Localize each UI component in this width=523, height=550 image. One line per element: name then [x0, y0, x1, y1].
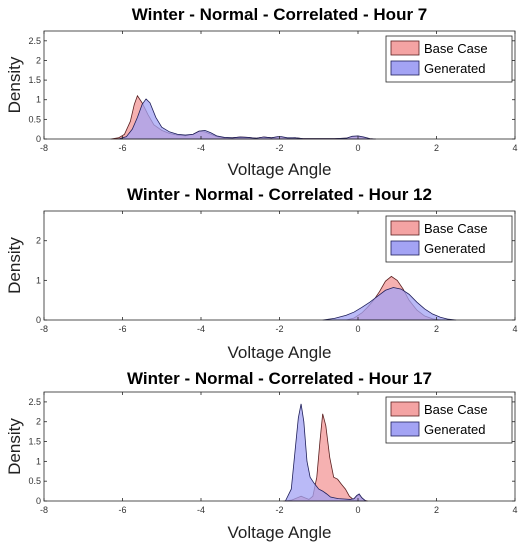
- x-tick-label: -4: [197, 143, 205, 153]
- y-axis-label: Density: [5, 418, 24, 475]
- legend-label: Generated: [424, 422, 485, 437]
- y-tick-label: 0: [36, 315, 41, 325]
- y-axis-label: Density: [5, 237, 24, 294]
- y-tick-label: 1: [36, 456, 41, 466]
- y-tick-label: 0: [36, 496, 41, 506]
- x-tick-label: 4: [512, 143, 517, 153]
- x-axis-label: Voltage Angle: [228, 523, 332, 542]
- legend-label: Base Case: [424, 41, 488, 56]
- series-area-generated: [322, 287, 457, 321]
- x-tick-label: 2: [434, 324, 439, 334]
- x-tick-label: -6: [118, 324, 126, 334]
- panel-hour-12: Winter - Normal - Correlated - Hour 12 -8…: [5, 185, 518, 362]
- legend-label: Base Case: [424, 221, 488, 236]
- legend-swatch-generated: [390, 60, 420, 76]
- x-tick-label: 2: [434, 143, 439, 153]
- y-tick-label: 0: [36, 134, 41, 144]
- x-tick-label: -4: [197, 505, 205, 515]
- legend-swatch-base-case: [390, 40, 420, 56]
- legend-swatch-generated: [390, 421, 420, 437]
- x-tick-label: -4: [197, 324, 205, 334]
- y-axis-label: Density: [5, 56, 24, 113]
- x-tick-label: 4: [512, 324, 517, 334]
- y-tick-label: 1.5: [28, 437, 41, 447]
- x-tick-label: 0: [355, 505, 360, 515]
- y-tick-label: 1: [36, 275, 41, 285]
- legend-label: Base Case: [424, 402, 488, 417]
- legend-swatch-generated: [390, 240, 420, 256]
- y-tick-label: 2.5: [28, 397, 41, 407]
- chart-title: Winter - Normal - Correlated - Hour 7: [132, 5, 428, 24]
- x-tick-label: 4: [512, 505, 517, 515]
- legend-label: Generated: [424, 241, 485, 256]
- x-tick-label: 0: [355, 324, 360, 334]
- x-tick-label: -6: [118, 143, 126, 153]
- chart-title: Winter - Normal - Correlated - Hour 12: [127, 185, 432, 204]
- legend-label: Generated: [424, 61, 485, 76]
- y-tick-label: 1.5: [28, 75, 41, 85]
- x-tick-label: -8: [40, 143, 48, 153]
- chart-title: Winter - Normal - Correlated - Hour 17: [127, 369, 432, 388]
- y-tick-label: 2: [36, 55, 41, 65]
- y-tick-label: 0.5: [28, 114, 41, 124]
- x-tick-label: -2: [275, 324, 283, 334]
- y-tick-label: 2.5: [28, 36, 41, 46]
- legend-swatch-base-case: [390, 401, 420, 417]
- y-tick-label: 1: [36, 95, 41, 105]
- legend-swatch-base-case: [390, 220, 420, 236]
- x-tick-label: -8: [40, 505, 48, 515]
- x-axis-label: Voltage Angle: [228, 343, 332, 362]
- y-tick-label: 0.5: [28, 476, 41, 486]
- x-tick-label: -2: [275, 505, 283, 515]
- series-area-generated: [284, 403, 367, 502]
- panel-hour-17: Winter - Normal - Correlated - Hour 17 -8…: [5, 369, 518, 542]
- panel-hour-7: Winter - Normal - Correlated - Hour 7 -8 -…: [5, 5, 518, 179]
- y-tick-label: 2: [36, 236, 41, 246]
- x-axis-label: Voltage Angle: [228, 160, 332, 179]
- x-tick-label: -6: [118, 505, 126, 515]
- x-tick-label: 0: [355, 143, 360, 153]
- y-tick-label: 2: [36, 417, 41, 427]
- series-area-generated: [118, 98, 376, 140]
- x-tick-label: -8: [40, 324, 48, 334]
- x-tick-label: -2: [275, 143, 283, 153]
- x-tick-label: 2: [434, 505, 439, 515]
